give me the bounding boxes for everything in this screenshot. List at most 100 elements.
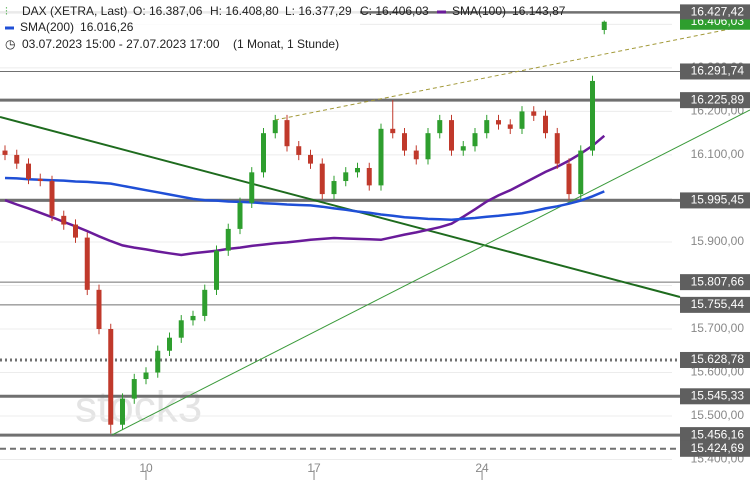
candle-body: [554, 133, 560, 164]
trend-line: [274, 24, 750, 121]
level-label: 16.291,74: [691, 64, 745, 78]
level-label-bg: [680, 427, 750, 444]
candle-body: [143, 372, 149, 380]
x-tick-label: 10: [139, 461, 153, 475]
candle-body: [26, 163, 31, 179]
candle-body: [390, 128, 396, 134]
level-label: 15.755,44: [691, 297, 745, 311]
legend-value: 16.016,26: [80, 20, 134, 34]
candle-body: [355, 167, 360, 173]
candle-body: [202, 289, 208, 316]
candle-body: [225, 228, 231, 251]
candle-body: [531, 111, 537, 116]
candle-body: [543, 115, 548, 134]
x-tick-label: 24: [475, 461, 489, 475]
y-tick-label: 15.600,00: [691, 365, 745, 379]
legend-value: 16.143,87: [512, 4, 566, 18]
candle-body: [378, 128, 384, 186]
legend-name: SMA(200): [20, 20, 74, 34]
candle-body: [96, 289, 102, 329]
level-label: 15.424,69: [691, 441, 745, 455]
level-label: 15.807,66: [691, 274, 745, 288]
candle-body: [519, 111, 525, 129]
y-tick-label: 15.900,00: [691, 234, 745, 248]
date-range: 03.07.2023 15:00 - 27.07.2023 17:00: [22, 37, 220, 51]
level-label-bg: [680, 351, 750, 368]
candle-body: [578, 150, 584, 195]
candle-body: [319, 163, 325, 195]
candle-body: [437, 120, 443, 134]
level-label: 16.225,89: [691, 92, 745, 106]
candle-body: [120, 398, 125, 425]
sma-line: [4, 134, 606, 257]
ohlc-high: H: 16.408,80: [210, 4, 279, 18]
candle-body: [237, 202, 243, 229]
candle-body: [460, 146, 466, 151]
candle-body: [425, 133, 431, 160]
candle-body: [484, 120, 490, 134]
y-tick-label: 16.100,00: [691, 147, 745, 161]
candle-body: [261, 133, 266, 173]
plot-layer: 16.427,42 16.291,74 16.225,89 15.995,45 15.8…: [2, 4, 750, 457]
watermark: stock3: [75, 383, 202, 432]
sma-line: [4, 176, 605, 222]
candle-body: [178, 320, 184, 338]
y-tick-label: 15.700,00: [691, 321, 745, 335]
level-label-bg: [680, 274, 750, 291]
candle-body: [284, 120, 290, 147]
candle-body: [2, 150, 8, 155]
candle-body: [296, 146, 302, 155]
level-label: 15.995,45: [691, 193, 745, 207]
ohlc-open: O: 16.387,06: [133, 4, 203, 18]
clock-icon: ◷: [5, 37, 15, 51]
candle-body: [366, 167, 372, 186]
trend-line: [111, 109, 750, 436]
candle-body: [49, 181, 55, 216]
level-label-bg: [680, 4, 750, 20]
x-tick-label: 17: [307, 461, 321, 475]
icon: ⫶: [5, 6, 8, 18]
level-label: 15.456,16: [691, 427, 745, 441]
candle-body: [108, 328, 114, 425]
level-label: 15.628,78: [691, 352, 745, 366]
candle-body: [249, 172, 255, 203]
level-label-bg: [680, 63, 750, 80]
level-label-bg: [680, 92, 750, 109]
level-label-bg: [680, 296, 750, 313]
level-label-bg: [680, 440, 750, 457]
legend-name: SMA(100): [452, 4, 506, 18]
symbol: DAX (XETRA, Last): [22, 4, 127, 18]
candle-body: [131, 379, 137, 399]
candle-body: [61, 215, 67, 225]
level-label-bg: [680, 388, 750, 405]
y-tick-label: 15.500,00: [691, 408, 745, 422]
candle-body: [402, 133, 407, 151]
candle-body: [308, 154, 313, 164]
candle-body: [14, 154, 20, 164]
header: ⫶ DAX (XETRA, Last) O: 16.387,06 H: 16.4…: [0, 0, 566, 54]
candle-body: [601, 21, 607, 31]
header-bg: [0, 0, 360, 54]
candle-body: [214, 250, 219, 290]
ohlc-close: C: 16.406,03: [360, 4, 429, 18]
candle-body: [37, 178, 43, 182]
trend-line: [0, 116, 681, 298]
candle-body: [590, 80, 595, 151]
level-label: 15.545,33: [691, 388, 745, 402]
candle-body: [73, 224, 78, 238]
level-label-bg: [680, 192, 750, 209]
candle-body: [496, 120, 501, 125]
candle-body: [566, 163, 572, 195]
candle-body: [413, 150, 419, 160]
ohlc-low: L: 16.377,29: [285, 4, 352, 18]
candle-body: [167, 337, 172, 351]
candle-body: [343, 172, 349, 182]
level-label: 16.427,42: [691, 5, 745, 19]
interval: (1 Monat, 1 Stunde): [233, 37, 339, 51]
candle-body: [472, 133, 478, 147]
candle-body: [449, 120, 454, 151]
candle-body: [507, 124, 513, 129]
candle-body: [272, 120, 278, 134]
